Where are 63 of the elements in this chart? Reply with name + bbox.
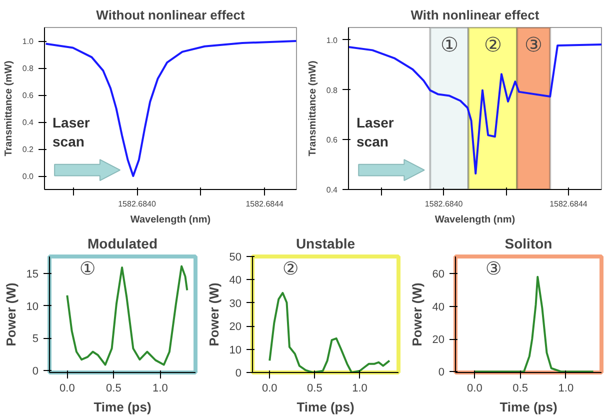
- y-tick-label: 0: [235, 368, 242, 380]
- x-tick-label: 0.0: [60, 382, 75, 394]
- y-axis-title: Power (W): [3, 282, 18, 346]
- x-tick-label: 1582.6844: [246, 200, 284, 208]
- x-tick-label: 1582.6840: [424, 200, 464, 208]
- chart-title: Modulated: [88, 236, 158, 252]
- x-axis-title: Time (ps): [500, 400, 558, 414]
- chart-title: Soliton: [504, 236, 552, 252]
- band-label: ①: [440, 34, 458, 56]
- y-tick-label: 1.0: [22, 37, 34, 46]
- x-axis-title: Wavelength (nm): [130, 214, 211, 226]
- y-axis-title: Transmittance (mW): [307, 60, 318, 156]
- band-label: ③: [524, 34, 543, 56]
- y-tick-label: 40: [432, 301, 445, 314]
- x-axis-title: Time (ps): [94, 400, 152, 414]
- annotation: ①: [80, 258, 96, 278]
- x-tick-label: 1.0: [352, 382, 368, 394]
- y-tick-label: 10: [26, 300, 39, 313]
- y-tick-label: 30: [229, 298, 242, 310]
- y-tick-label: 5: [32, 333, 39, 346]
- x-tick-label: 0.5: [307, 382, 322, 394]
- y-tick-label: 20: [229, 321, 242, 334]
- y-axis-title: Power (W): [409, 282, 424, 346]
- annotation: ③: [486, 258, 502, 278]
- y-tick-label: 0.0: [22, 172, 34, 181]
- line-series: [44, 40, 296, 177]
- y-tick-label: 10: [229, 344, 242, 356]
- y-tick-label: 0.8: [326, 86, 338, 95]
- x-axis-title: Wavelength (nm): [434, 214, 516, 226]
- chart-title: Without nonlinear effect: [96, 8, 246, 22]
- y-tick-label: 0.4: [326, 186, 338, 194]
- band-label: ②: [484, 34, 502, 56]
- y-tick-label: 40: [229, 274, 242, 287]
- line-series: [474, 276, 594, 372]
- y-tick-label: 0: [32, 366, 39, 378]
- x-tick-label: 0.0: [262, 382, 278, 394]
- x-tick-label: 1582.6840: [118, 200, 156, 208]
- y-tick-label: 0.6: [326, 136, 338, 145]
- chart-title: With nonlinear effect: [410, 8, 540, 22]
- y-tick-label: 0.2: [22, 145, 34, 154]
- x-tick-label: 1.0: [152, 382, 168, 394]
- y-axis-title: Transmittance (mW): [3, 60, 14, 156]
- y-tick-label: 20: [432, 334, 445, 346]
- annotation: ②: [282, 258, 298, 278]
- x-tick-label: 0.5: [512, 382, 528, 394]
- y-tick-label: 15: [26, 268, 39, 280]
- chart-title: Unstable: [296, 236, 356, 252]
- y-tick-label: 0: [438, 366, 445, 379]
- line-series: [268, 292, 390, 372]
- y-tick-label: 0.8: [22, 64, 34, 73]
- annotation: Laser scan: [356, 114, 394, 150]
- y-tick-label: 0.6: [22, 91, 34, 100]
- y-tick-label: 1.0: [326, 36, 338, 45]
- x-axis-title: Time (ps): [296, 400, 354, 414]
- annotation: Laser scan: [52, 114, 90, 150]
- y-axis-title: Power (W): [206, 282, 222, 346]
- x-tick-label: 0.5: [106, 382, 122, 394]
- x-tick-label: 1.0: [558, 382, 574, 394]
- x-tick-label: 0.0: [467, 382, 482, 394]
- y-tick-label: 60: [432, 268, 445, 281]
- y-tick-label: 50: [229, 252, 242, 264]
- y-tick-label: 0.4: [22, 118, 34, 127]
- x-tick-label: 1582.6844: [550, 200, 588, 208]
